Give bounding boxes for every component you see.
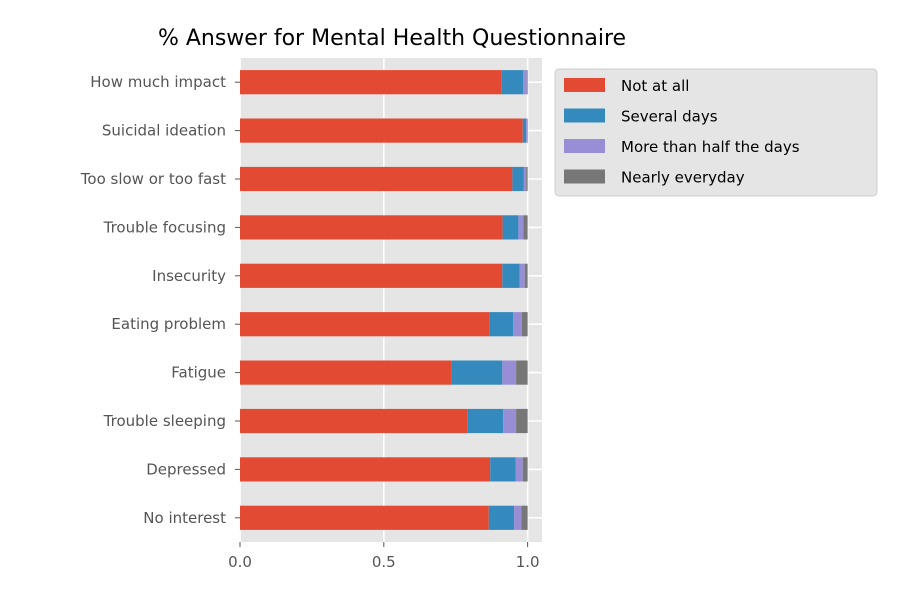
bar-segment-several-days [488, 505, 515, 530]
bar-segment-nearly-everyday [527, 118, 528, 143]
bar-segment-more-than-half-the-days [503, 408, 517, 434]
bar-segment-not-at-all [240, 457, 491, 482]
y-tick-label: Trouble focusing [103, 218, 226, 236]
legend-swatch-nearly-everyday [564, 169, 605, 184]
y-tick-label: Depressed [146, 460, 226, 478]
bar-segment-several-days [501, 70, 524, 95]
legend-label-nearly-everyday: Nearly everyday [621, 169, 745, 187]
y-tick-label: Insecurity [152, 267, 226, 285]
bar-segment-nearly-everyday [521, 505, 528, 530]
x-tick-label: 0.0 [228, 553, 252, 571]
legend-label-several-days: Several days [621, 108, 718, 126]
legend-label-not-at-all: Not at all [621, 77, 689, 95]
y-tick-label: Trouble sleeping [103, 412, 226, 430]
x-axis: 0.0 0.5 1.0 [228, 542, 540, 571]
bar-segment-more-than-half-the-days [526, 118, 528, 143]
legend-label-more-than-half-the-days: More than half the days [621, 138, 800, 156]
bar-segment-more-than-half-the-days [502, 360, 517, 385]
y-tick-label: Too slow or too fast [80, 170, 226, 188]
bar-segment-nearly-everyday [526, 70, 528, 95]
bar-segment-several-days [522, 118, 527, 143]
bar-segment-more-than-half-the-days [523, 70, 527, 95]
bar-segment-several-days [451, 360, 503, 385]
bar-segment-several-days [502, 263, 520, 288]
legend-box [554, 68, 878, 197]
bar-segment-nearly-everyday [516, 408, 528, 434]
bar-segment-more-than-half-the-days [514, 505, 522, 530]
bar-segment-not-at-all [240, 118, 523, 143]
legend-swatch-more-than-half-the-days [564, 139, 605, 153]
bar-segment-nearly-everyday [526, 166, 528, 192]
y-tick-label: No interest [143, 509, 226, 527]
legend: Not at all Several days More than half the… [554, 68, 878, 197]
bar-segment-not-at-all [240, 360, 452, 385]
bar-segment-not-at-all [240, 215, 503, 240]
bar-segment-not-at-all [240, 70, 502, 95]
y-tick-label: Suicidal ideation [102, 122, 226, 140]
bar-segment-nearly-everyday [516, 360, 528, 385]
bar-segment-nearly-everyday [522, 457, 528, 482]
bar-segment-several-days [467, 408, 504, 434]
y-tick-label: Fatigue [171, 364, 226, 382]
bar-segment-nearly-everyday [524, 263, 528, 288]
bar-segment-more-than-half-the-days [519, 263, 525, 288]
bar-segment-not-at-all [240, 505, 489, 530]
bar-segment-more-than-half-the-days [513, 312, 522, 337]
bar-segment-several-days [489, 312, 514, 337]
bar-segment-nearly-everyday [521, 312, 528, 337]
bar-segment-more-than-half-the-days [523, 166, 527, 192]
chart-title: % Answer for Mental Health Questionnaire [158, 26, 626, 51]
y-tick-label: How much impact [90, 73, 226, 91]
bar-segment-not-at-all [240, 263, 503, 288]
bars [240, 70, 528, 530]
legend-swatch-several-days [564, 108, 605, 123]
bar-segment-more-than-half-the-days [518, 215, 524, 240]
bar-segment-several-days [502, 215, 519, 240]
bar-segment-nearly-everyday [523, 215, 528, 240]
x-tick-label: 1.0 [516, 553, 540, 571]
bar-segment-not-at-all [240, 166, 513, 192]
bar-segment-more-than-half-the-days [515, 457, 523, 482]
bar-segment-several-days [512, 166, 524, 192]
x-tick-label: 0.5 [372, 553, 396, 571]
bar-segment-not-at-all [240, 408, 468, 434]
y-tick-label: Eating problem [111, 315, 226, 333]
bar-segment-several-days [490, 457, 516, 482]
y-axis: No interest Depressed Trouble sleeping Fati… [80, 73, 240, 527]
legend-swatch-not-at-all [564, 78, 605, 92]
bar-segment-not-at-all [240, 312, 490, 337]
